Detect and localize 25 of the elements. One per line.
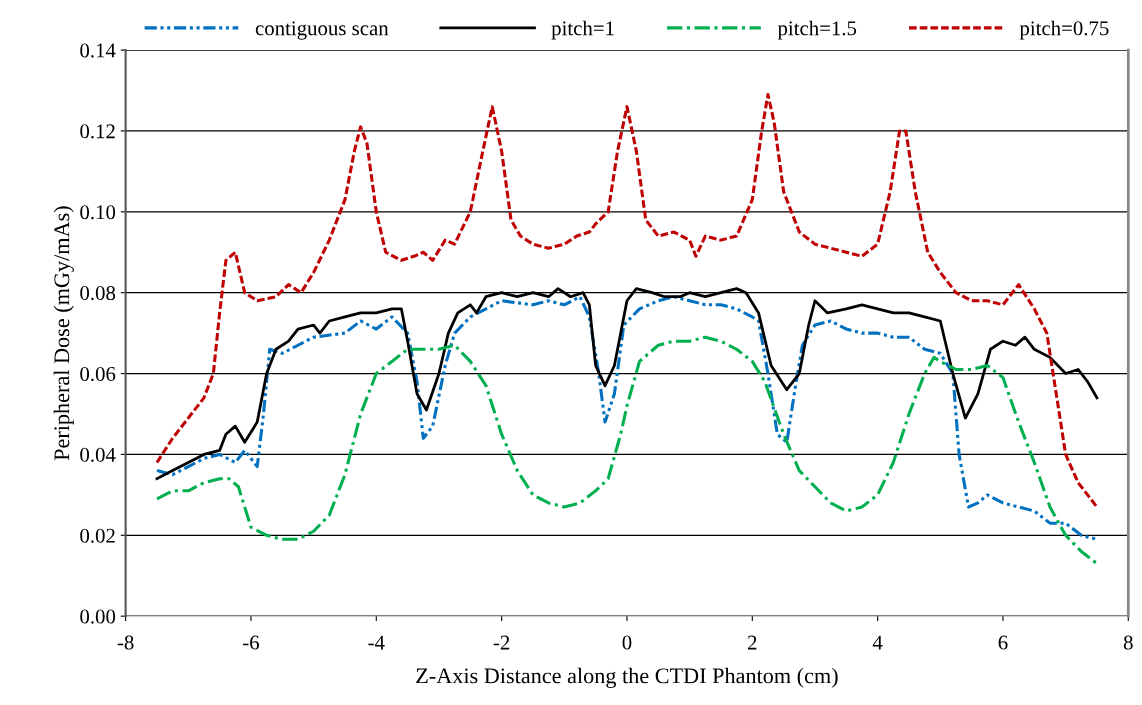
y-tick-label: 0.10 (80, 205, 116, 220)
line-series (155, 335, 1099, 566)
legend-label: pitch=1.5 (777, 20, 857, 40)
x-tick-label: 4 (872, 635, 883, 650)
line-series (155, 93, 1099, 509)
legend-label: pitch=1 (551, 20, 614, 40)
y-tick-label: 0.00 (80, 609, 116, 624)
y-tick-label: 0.02 (80, 528, 115, 543)
x-tick-label: 2 (748, 635, 757, 650)
y-tick-label: 0.06 (80, 366, 116, 382)
x-tick-label: 6 (998, 635, 1008, 650)
x-tick-label: 0 (622, 635, 632, 650)
x-axis-title: Z-Axis Distance along the CTDI Phantom (cm) (416, 667, 838, 688)
y-axis-title: Peripheral Dose (mGy/mAs) (53, 206, 74, 461)
x-tick-label: 8 (1123, 635, 1133, 650)
x-tick-label: -6 (243, 635, 260, 650)
y-tick-label: 0.08 (80, 286, 116, 301)
y-tick-label: 0.04 (80, 447, 116, 462)
x-tick-label: -2 (493, 635, 510, 650)
legend-label: contiguous scan (255, 21, 389, 40)
y-tick-label: 0.12 (80, 124, 115, 139)
x-tick-label: -4 (368, 635, 385, 650)
y-tick-label: 0.14 (80, 43, 116, 58)
legend-label: pitch=0.75 (1019, 20, 1109, 40)
x-tick-label: -8 (117, 635, 134, 650)
